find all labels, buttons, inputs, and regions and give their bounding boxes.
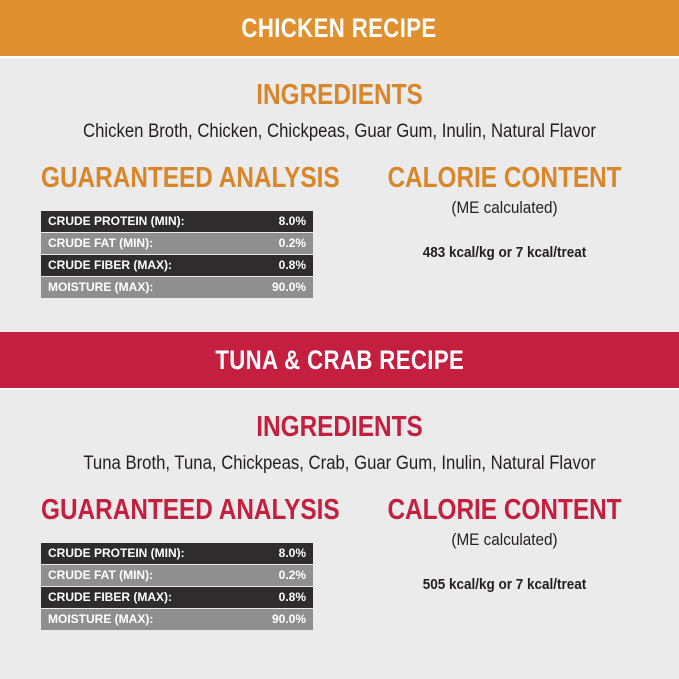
analysis-value: 0.2% (247, 563, 313, 587)
table-row: MOISTURE (MAX): 90.0% (41, 607, 313, 631)
analysis-label: MOISTURE (MAX): (41, 275, 248, 299)
analysis-value: 8.0% (247, 541, 313, 565)
table-row: CRUDE FIBER (MAX): 0.8% (41, 253, 313, 277)
analysis-label: CRUDE PROTEIN (MIN): (41, 541, 248, 565)
analysis-label: CRUDE FAT (MIN): (41, 563, 248, 587)
recipe-banner-title-chicken: CHICKEN RECIPE (241, 12, 438, 43)
recipe-section-tuna-crab: TUNA & CRAB RECIPE INGREDIENTS Tuna Brot… (0, 332, 679, 669)
analysis-value: 90.0% (247, 607, 313, 631)
analysis-value: 0.8% (247, 253, 313, 277)
table-row: CRUDE FIBER (MAX): 0.8% (41, 585, 313, 609)
recipe-banner-chicken: CHICKEN RECIPE (0, 0, 679, 58)
calorie-subtitle-chicken: (ME calculated) (451, 197, 558, 217)
ingredients-block-tuna-crab: INGREDIENTS Tuna Broth, Tuna, Chickpeas,… (0, 390, 679, 475)
recipe-banner-title-tuna-crab: TUNA & CRAB RECIPE (215, 344, 464, 375)
recipe-section-chicken: CHICKEN RECIPE INGREDIENTS Chicken Broth… (0, 0, 679, 332)
recipe-body-chicken: INGREDIENTS Chicken Broth, Chicken, Chic… (0, 58, 679, 332)
analysis-table-chicken: CRUDE PROTEIN (MIN): 8.0% CRUDE FAT (MIN… (41, 209, 313, 299)
ingredients-heading-tuna-crab: INGREDIENTS (256, 411, 423, 443)
ingredients-text-tuna-crab: Tuna Broth, Tuna, Chickpeas, Crab, Guar … (83, 453, 596, 475)
ingredients-text-chicken: Chicken Broth, Chicken, Chickpeas, Guar … (83, 121, 596, 143)
recipe-banner-tuna-crab: TUNA & CRAB RECIPE (0, 332, 679, 390)
analysis-table-tuna-crab: CRUDE PROTEIN (MIN): 8.0% CRUDE FAT (MIN… (41, 541, 313, 631)
calorie-column-tuna-crab: CALORIE CONTENT (ME calculated) 505 kcal… (350, 495, 679, 630)
calorie-heading-chicken: CALORIE CONTENT (387, 162, 622, 195)
analysis-label: CRUDE FAT (MIN): (41, 231, 248, 255)
analysis-heading-tuna-crab: GUARANTEED ANALYSIS (41, 494, 340, 527)
table-row: CRUDE FAT (MIN): 0.2% (41, 563, 313, 587)
calorie-value-tuna-crab: 505 kcal/kg or 7 kcal/treat (422, 575, 587, 593)
analysis-column-tuna-crab: GUARANTEED ANALYSIS CRUDE PROTEIN (MIN):… (0, 494, 350, 631)
table-row: CRUDE PROTEIN (MIN): 8.0% (41, 541, 313, 565)
analysis-label: MOISTURE (MAX): (41, 607, 248, 631)
detail-columns-tuna-crab: GUARANTEED ANALYSIS CRUDE PROTEIN (MIN):… (0, 494, 679, 631)
table-row: MOISTURE (MAX): 90.0% (41, 275, 313, 299)
analysis-label: CRUDE PROTEIN (MIN): (41, 209, 248, 233)
table-row: CRUDE PROTEIN (MIN): 8.0% (41, 209, 313, 233)
analysis-value: 0.8% (247, 585, 313, 609)
ingredients-heading-chicken: INGREDIENTS (256, 79, 423, 111)
calorie-column-chicken: CALORIE CONTENT (ME calculated) 483 kcal… (350, 163, 679, 298)
calorie-heading-tuna-crab: CALORIE CONTENT (387, 494, 622, 527)
analysis-column-chicken: GUARANTEED ANALYSIS CRUDE PROTEIN (MIN):… (0, 162, 350, 299)
analysis-value: 0.2% (247, 231, 313, 255)
table-row: CRUDE FAT (MIN): 0.2% (41, 231, 313, 255)
calorie-subtitle-tuna-crab: (ME calculated) (451, 529, 558, 549)
recipe-body-tuna-crab: INGREDIENTS Tuna Broth, Tuna, Chickpeas,… (0, 390, 679, 669)
analysis-value: 8.0% (247, 209, 313, 233)
analysis-label: CRUDE FIBER (MAX): (41, 253, 248, 277)
detail-columns-chicken: GUARANTEED ANALYSIS CRUDE PROTEIN (MIN):… (0, 162, 679, 299)
analysis-heading-chicken: GUARANTEED ANALYSIS (41, 162, 340, 195)
analysis-value: 90.0% (247, 275, 313, 299)
analysis-label: CRUDE FIBER (MAX): (41, 585, 248, 609)
calorie-value-chicken: 483 kcal/kg or 7 kcal/treat (422, 243, 587, 261)
ingredients-block-chicken: INGREDIENTS Chicken Broth, Chicken, Chic… (0, 58, 679, 143)
